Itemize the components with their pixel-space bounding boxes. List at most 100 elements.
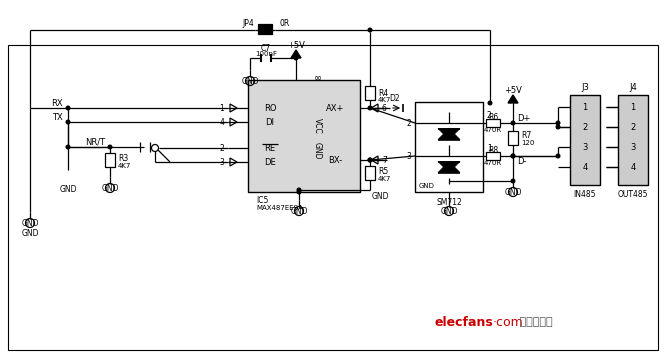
Text: DE: DE <box>264 158 276 166</box>
Circle shape <box>511 154 515 158</box>
Text: JP4: JP4 <box>242 18 254 27</box>
Text: 0R: 0R <box>280 18 291 27</box>
Text: D-: D- <box>517 157 526 166</box>
Text: 2: 2 <box>631 122 636 131</box>
Circle shape <box>152 144 158 152</box>
Text: ·com: ·com <box>493 315 524 328</box>
Text: 1: 1 <box>487 144 492 153</box>
Polygon shape <box>438 162 460 172</box>
Text: 4K7: 4K7 <box>118 163 132 169</box>
Text: R7: R7 <box>521 131 531 140</box>
Text: 4K7: 4K7 <box>378 176 391 182</box>
Text: GND: GND <box>291 207 308 216</box>
Bar <box>8 45 658 350</box>
Circle shape <box>556 121 560 125</box>
Text: GND: GND <box>313 142 322 160</box>
Circle shape <box>511 121 515 125</box>
Text: RO: RO <box>264 104 277 112</box>
Text: SM712: SM712 <box>436 198 462 207</box>
Text: 2: 2 <box>582 122 588 131</box>
Text: IN485: IN485 <box>574 189 597 198</box>
Text: 3: 3 <box>406 152 411 161</box>
Text: 1: 1 <box>631 103 636 112</box>
Bar <box>486 119 500 127</box>
Circle shape <box>368 158 372 162</box>
Circle shape <box>66 120 69 124</box>
Bar <box>618 95 648 185</box>
Text: 3: 3 <box>582 143 588 152</box>
Text: J3: J3 <box>581 82 589 91</box>
Bar <box>365 86 375 100</box>
Text: 1: 1 <box>582 103 588 112</box>
Text: elecfans: elecfans <box>435 315 494 328</box>
Circle shape <box>368 28 372 32</box>
Polygon shape <box>291 50 301 58</box>
Text: 3: 3 <box>219 158 224 166</box>
Bar <box>570 95 600 185</box>
Text: IC5: IC5 <box>256 195 269 204</box>
Text: AX+: AX+ <box>326 104 344 112</box>
Bar <box>508 131 518 145</box>
Text: 4: 4 <box>582 162 588 171</box>
Bar <box>248 80 360 192</box>
Bar <box>365 166 375 180</box>
Circle shape <box>108 145 112 149</box>
Circle shape <box>511 154 515 158</box>
Text: R4: R4 <box>378 89 388 98</box>
Text: 2: 2 <box>487 111 492 120</box>
Text: 100nF: 100nF <box>255 51 277 57</box>
Text: D2: D2 <box>389 94 400 103</box>
Text: R8: R8 <box>488 145 498 154</box>
Text: VCC: VCC <box>313 118 322 134</box>
Bar <box>415 102 483 192</box>
Circle shape <box>297 190 301 194</box>
Circle shape <box>66 145 69 149</box>
Circle shape <box>368 106 372 110</box>
Text: GND: GND <box>440 207 458 216</box>
Circle shape <box>488 101 492 105</box>
Text: DI: DI <box>265 117 275 126</box>
Text: TX: TX <box>52 112 63 122</box>
Bar <box>258 24 272 34</box>
Text: 2: 2 <box>406 118 411 127</box>
Text: R6: R6 <box>488 112 498 122</box>
Polygon shape <box>438 129 460 140</box>
Polygon shape <box>438 162 460 172</box>
Text: GND: GND <box>504 188 522 197</box>
Text: C7: C7 <box>261 44 271 53</box>
Text: GND: GND <box>59 185 77 194</box>
Text: 电子发烧友: 电子发烧友 <box>516 317 552 327</box>
Text: GND: GND <box>21 230 39 239</box>
Circle shape <box>294 56 298 60</box>
Text: J4: J4 <box>629 82 637 91</box>
Text: GND: GND <box>102 184 119 193</box>
Text: GND: GND <box>419 183 435 189</box>
Text: ∞: ∞ <box>314 73 322 83</box>
Circle shape <box>556 154 560 158</box>
Text: 4: 4 <box>219 117 224 126</box>
Circle shape <box>556 125 560 129</box>
Text: MAX487EESA: MAX487EESA <box>256 205 303 211</box>
Polygon shape <box>438 129 460 140</box>
Text: 470R: 470R <box>484 160 502 166</box>
Circle shape <box>368 158 372 162</box>
Text: +5V: +5V <box>504 86 522 95</box>
Text: +5V: +5V <box>287 41 305 50</box>
Text: GND: GND <box>371 192 389 201</box>
Text: R3: R3 <box>118 153 128 162</box>
Text: GND: GND <box>241 77 259 86</box>
Text: 7: 7 <box>382 156 387 165</box>
Text: 470R: 470R <box>484 127 502 133</box>
Circle shape <box>66 106 69 110</box>
Bar <box>105 153 115 167</box>
Circle shape <box>511 179 515 183</box>
Text: D+: D+ <box>517 113 530 122</box>
Text: 4: 4 <box>631 162 636 171</box>
Text: 4K7: 4K7 <box>378 97 391 103</box>
Bar <box>486 152 500 160</box>
Text: NR/T: NR/T <box>85 138 105 147</box>
Text: 6: 6 <box>382 104 387 112</box>
Text: 3: 3 <box>631 143 636 152</box>
Text: GND: GND <box>21 219 39 228</box>
Text: 2: 2 <box>219 144 224 153</box>
